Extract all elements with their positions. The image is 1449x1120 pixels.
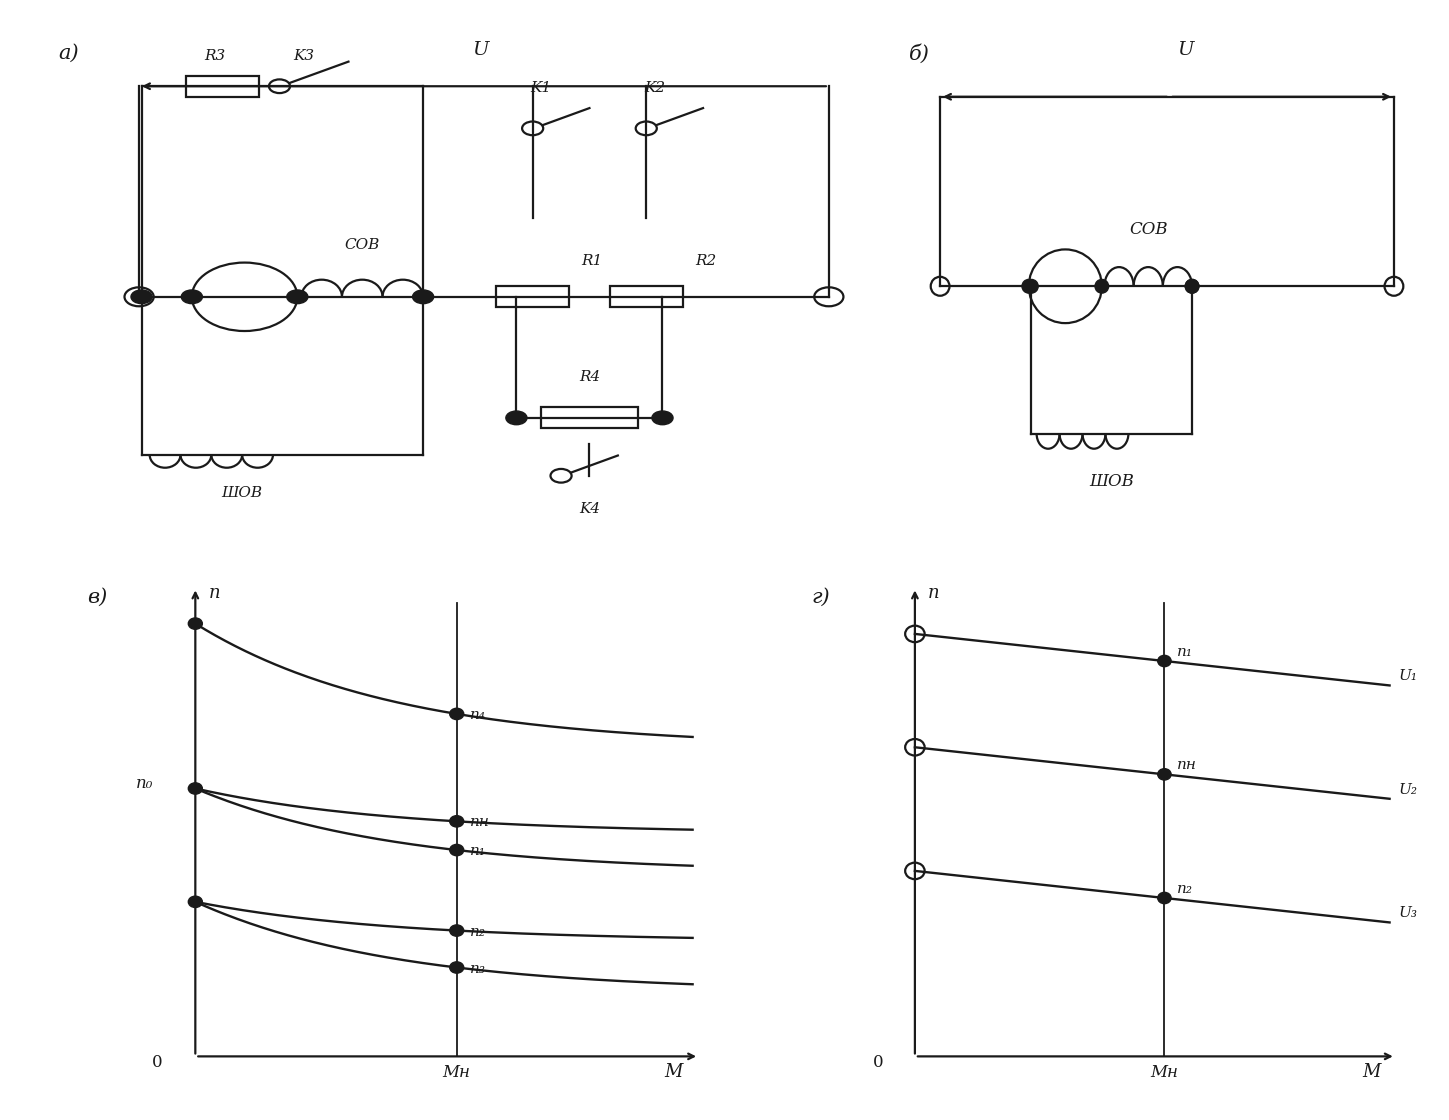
Circle shape <box>287 290 307 304</box>
Text: б): б) <box>909 44 930 64</box>
Circle shape <box>449 844 464 856</box>
Text: R1: R1 <box>581 254 603 268</box>
Circle shape <box>1024 279 1037 293</box>
Circle shape <box>125 288 154 306</box>
Circle shape <box>188 783 203 794</box>
Text: R2: R2 <box>696 254 716 268</box>
Text: n₂: n₂ <box>1177 881 1193 896</box>
Bar <box>185 76 259 96</box>
Text: n₁: n₁ <box>469 844 485 858</box>
Text: n: n <box>927 584 939 601</box>
Bar <box>496 287 569 307</box>
Text: U: U <box>1177 40 1194 58</box>
Text: U₂: U₂ <box>1398 783 1417 796</box>
Circle shape <box>191 262 297 332</box>
Text: n₀: n₀ <box>136 775 154 793</box>
Circle shape <box>270 80 290 93</box>
Text: M: M <box>664 1063 682 1081</box>
Circle shape <box>506 411 527 424</box>
Circle shape <box>130 290 152 304</box>
Circle shape <box>449 962 464 973</box>
Circle shape <box>188 618 203 629</box>
Text: в): в) <box>87 588 107 607</box>
Text: ШОВ: ШОВ <box>222 486 262 500</box>
Circle shape <box>522 121 543 136</box>
Text: COB: COB <box>1129 221 1168 237</box>
Circle shape <box>1158 655 1171 666</box>
Bar <box>540 408 638 429</box>
Circle shape <box>1158 768 1171 780</box>
Text: ШОВ: ШОВ <box>1090 474 1135 491</box>
Text: COB: COB <box>345 239 380 252</box>
Circle shape <box>181 290 203 304</box>
Circle shape <box>522 290 543 304</box>
Bar <box>610 287 682 307</box>
Circle shape <box>652 411 672 424</box>
Circle shape <box>636 290 656 304</box>
Circle shape <box>449 708 464 719</box>
Text: M: M <box>1362 1063 1381 1081</box>
Text: 0: 0 <box>152 1054 162 1071</box>
Circle shape <box>1095 279 1108 293</box>
Text: n₄: n₄ <box>469 708 485 722</box>
Circle shape <box>1385 277 1403 296</box>
Text: а): а) <box>58 44 78 63</box>
Circle shape <box>906 862 924 879</box>
Circle shape <box>906 739 924 756</box>
Text: Mн: Mн <box>443 1064 471 1081</box>
Circle shape <box>1029 250 1101 323</box>
Circle shape <box>1022 279 1036 293</box>
Circle shape <box>1158 893 1171 904</box>
Circle shape <box>930 277 949 296</box>
Circle shape <box>551 469 571 483</box>
Text: K2: K2 <box>643 81 665 94</box>
Text: nн: nн <box>469 815 490 830</box>
Text: n₂: n₂ <box>469 925 485 939</box>
Text: K4: K4 <box>580 502 600 515</box>
Text: U: U <box>472 40 488 58</box>
Text: n₁: n₁ <box>1177 645 1193 659</box>
Circle shape <box>814 288 843 306</box>
Text: K3: K3 <box>293 49 314 63</box>
Text: Mн: Mн <box>1151 1064 1178 1081</box>
Circle shape <box>1185 279 1198 293</box>
Circle shape <box>188 896 203 907</box>
Circle shape <box>449 815 464 827</box>
Text: U₁: U₁ <box>1398 670 1417 683</box>
Text: R3: R3 <box>204 49 225 63</box>
Circle shape <box>906 626 924 642</box>
Text: 0: 0 <box>874 1054 884 1071</box>
Text: n₃: n₃ <box>469 962 485 976</box>
Circle shape <box>1185 279 1198 293</box>
Text: K1: K1 <box>530 81 551 94</box>
Text: U₃: U₃ <box>1398 906 1417 921</box>
Text: nн: nн <box>1177 758 1197 772</box>
Text: г): г) <box>811 588 830 607</box>
Text: R4: R4 <box>578 370 600 384</box>
Circle shape <box>413 290 433 304</box>
Circle shape <box>449 925 464 936</box>
Circle shape <box>636 121 656 136</box>
Text: n: n <box>209 584 220 601</box>
